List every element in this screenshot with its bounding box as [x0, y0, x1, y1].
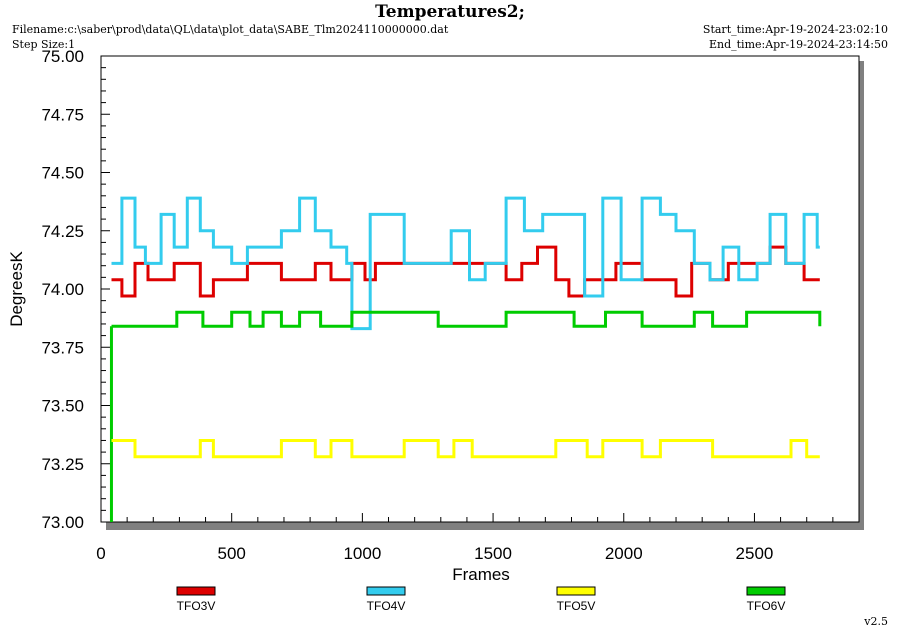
- x-axis: 0 500 1000 1500 2000 2500: [96, 513, 860, 563]
- legend-swatch-tfo5v: [556, 586, 596, 596]
- x-tick-label: 0: [96, 544, 105, 563]
- legend-label-tfo4v: TFO4V: [367, 599, 406, 613]
- legend-swatch-tfo3v: [176, 586, 216, 596]
- y-tick-label: 75.00: [41, 47, 84, 66]
- y-tick-label: 74.25: [41, 222, 84, 241]
- y-axis-title: DegreesK: [7, 251, 26, 327]
- series-lines: [109, 196, 822, 522]
- x-tick-label: 500: [218, 544, 246, 563]
- y-axis: 73.00 73.25 73.50 73.75 74.00 74.25 74.50 74.75…: [41, 47, 110, 532]
- y-tick-label: 73.50: [41, 397, 84, 416]
- legend-swatch-tfo4v: [366, 586, 406, 596]
- series-line-tfo6v: [111, 310, 822, 328]
- y-tick-label: 74.00: [41, 280, 84, 299]
- series-line-tfo4v: [111, 196, 820, 331]
- x-axis-title: Frames: [452, 565, 510, 584]
- step-size-label: Step Size:1: [12, 38, 76, 51]
- y-tick-label: 73.75: [41, 338, 84, 357]
- legend-label-tfo6v: TFO6V: [747, 599, 786, 613]
- x-tick-label: 2500: [736, 544, 774, 563]
- y-tick-label: 74.75: [41, 105, 84, 124]
- x-tick-label: 2000: [605, 544, 643, 563]
- legend: TFO3V TFO4V TFO5V TFO6V: [176, 586, 786, 613]
- legend-label-tfo5v: TFO5V: [557, 599, 596, 613]
- plot-area: [100, 55, 860, 523]
- x-tick-label: 1500: [474, 544, 512, 563]
- version-label: v2.5: [864, 615, 888, 628]
- legend-label-tfo3v: TFO3V: [177, 599, 216, 613]
- end-time-label: End_time:Apr-19-2024-23:14:50: [708, 38, 888, 51]
- start-time-label: Start_time:Apr-19-2024-23:02:10: [702, 23, 888, 36]
- y-tick-label: 73.25: [41, 455, 84, 474]
- y-tick-label: 74.50: [41, 164, 84, 183]
- y-tick-label: 73.00: [41, 513, 84, 532]
- x-tick-label: 1000: [343, 544, 381, 563]
- chart-title: Temperatures2;: [375, 2, 525, 22]
- legend-swatch-tfo6v: [746, 586, 786, 596]
- series-line-tfo5v: [111, 439, 820, 459]
- filename-label: Filename:c:\saber\prod\data\QL\data\plot…: [12, 23, 449, 36]
